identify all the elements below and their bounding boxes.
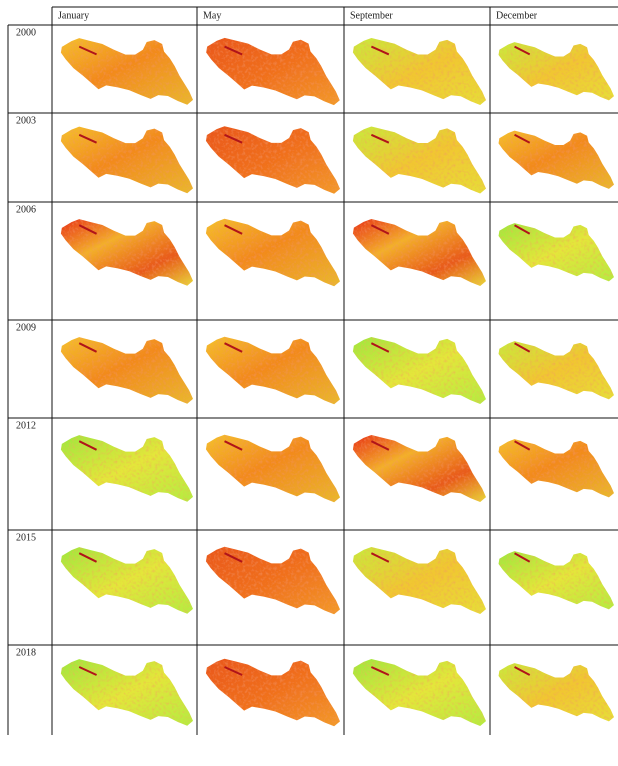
column-header: December [496, 10, 538, 21]
map-thumbnail [499, 439, 614, 497]
figure-table: January May September December 2000 2003 2006 2… [0, 0, 618, 761]
map-thumbnail [61, 38, 193, 105]
map-thumbnail [353, 435, 486, 502]
map-region [499, 663, 614, 721]
map-thumbnail [206, 219, 340, 287]
map-thumbnail [206, 659, 340, 727]
map-region [206, 219, 340, 287]
row-label: 2012 [16, 420, 36, 431]
map-region [61, 219, 193, 286]
map-region [499, 223, 614, 281]
map-region [499, 341, 614, 399]
row-label: 2018 [16, 647, 36, 658]
map-thumbnail [499, 131, 614, 189]
map-region [499, 439, 614, 497]
map-region [353, 659, 486, 726]
map-thumbnail [499, 551, 614, 609]
map-region [353, 219, 486, 286]
map-thumbnail [353, 659, 486, 726]
map-region [61, 547, 193, 614]
map-thumbnail [61, 659, 193, 726]
map-thumbnail [61, 547, 193, 614]
map-region [353, 435, 486, 502]
map-region [353, 547, 486, 614]
map-region [206, 659, 340, 727]
map-thumbnail [353, 337, 486, 404]
map-thumbnail [353, 126, 486, 193]
map-thumbnail [61, 127, 193, 194]
map-thumbnail [353, 547, 486, 614]
row-label: 2000 [16, 27, 36, 38]
page: {"table": {"header": ["January", "May", … [0, 0, 618, 761]
row-label: 2015 [16, 532, 36, 543]
map-thumbnail [206, 337, 340, 405]
map-region [61, 127, 193, 194]
map-region [499, 131, 614, 189]
map-region [61, 337, 193, 404]
map-region [206, 337, 340, 405]
row-label: 2003 [16, 115, 36, 126]
map-thumbnail [61, 337, 193, 404]
map-thumbnail [499, 663, 614, 721]
map-thumbnail [499, 223, 614, 281]
map-thumbnail [206, 126, 340, 194]
map-thumbnail [353, 38, 486, 105]
row-label: 2006 [16, 204, 36, 215]
map-region [61, 435, 193, 502]
map-region [206, 435, 340, 503]
map-thumbnail [499, 42, 614, 100]
column-header: May [203, 10, 221, 21]
map-region [206, 547, 340, 615]
map-thumbnail [61, 435, 193, 502]
column-header: January [58, 10, 89, 21]
map-region [61, 659, 193, 726]
map-thumbnail [206, 38, 340, 105]
map-thumbnail [206, 435, 340, 503]
map-thumbnail [61, 219, 193, 286]
map-thumbnail [206, 547, 340, 615]
map-region [499, 551, 614, 609]
column-header: September [350, 10, 393, 21]
map-thumbnail [499, 341, 614, 399]
map-region [353, 337, 486, 404]
map-thumbnail [353, 219, 486, 286]
map-region [499, 42, 614, 100]
row-label: 2009 [16, 322, 36, 333]
